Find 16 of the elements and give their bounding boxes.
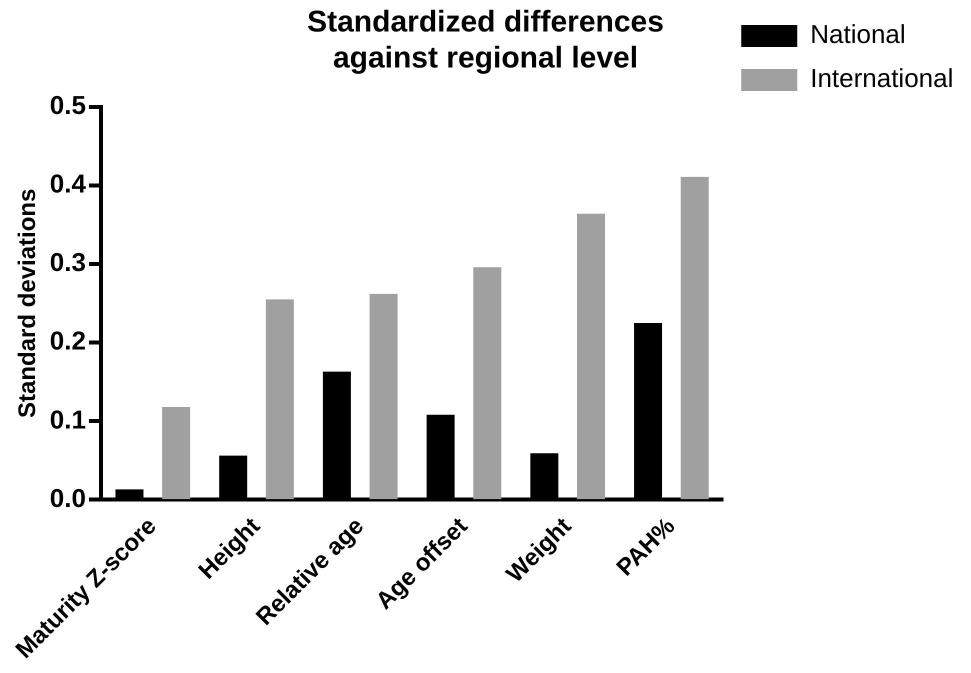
y-tick-label: 0.0 xyxy=(50,482,86,513)
legend-label: National xyxy=(810,19,906,50)
y-tick-label: 0.4 xyxy=(50,168,86,199)
bar xyxy=(370,294,398,500)
y-tick-label: 0.5 xyxy=(50,90,86,120)
y-tick-label: 0.1 xyxy=(50,404,86,434)
bar xyxy=(680,176,709,500)
bar xyxy=(473,267,502,500)
y-tick-label: 0.2 xyxy=(50,326,86,356)
bar xyxy=(266,299,294,500)
legend-label: International xyxy=(810,63,954,94)
chart-title: Standardized differences against regional level xyxy=(307,5,664,74)
bar xyxy=(577,214,606,500)
y-tick-label: 0.3 xyxy=(50,247,86,278)
bar xyxy=(162,406,190,500)
y-axis-title: Standard deviations xyxy=(14,188,42,418)
